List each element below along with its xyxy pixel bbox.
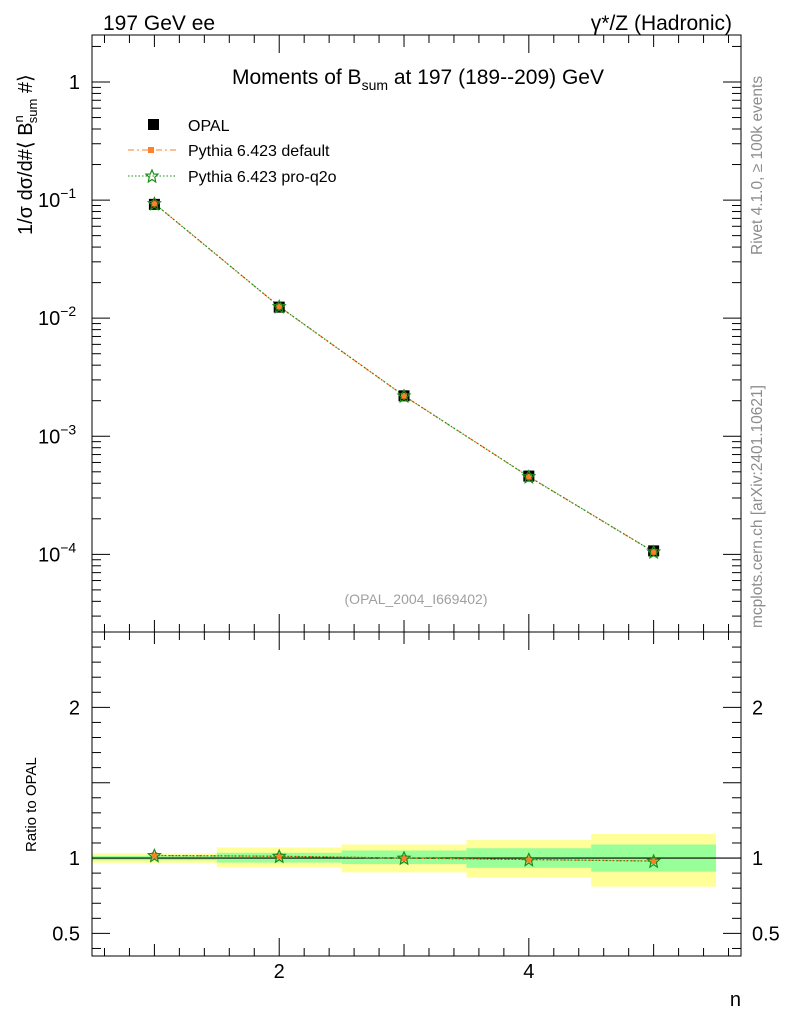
x-axis-label: n [730,989,741,1011]
mcplots-label: mcplots.cern.ch [arXiv:2401.10621] [749,385,766,628]
data-point-proq2o [271,299,287,314]
data-point-default [650,548,657,555]
ratio-point-default [401,855,408,862]
y-tick-label: 10−4 [38,539,76,566]
y-tick-label: 10−1 [38,185,76,212]
ratio-point-proq2o [396,850,412,866]
ratio-point-proq2o [271,848,287,864]
analysis-watermark: (OPAL_2004_I669402) [345,591,488,607]
series-line-proq2o [154,203,654,553]
legend-label-opal: OPAL [188,118,230,135]
ratio-point-default [525,856,532,863]
ratio-point-default [151,852,158,859]
legend-marker-default [148,147,154,153]
legend-label-default: Pythia 6.423 default [188,143,330,160]
data-point-proq2o [646,544,662,560]
y-tick-label: 10−3 [38,421,76,448]
ratio-point-proq2o [646,853,662,869]
ratio-y-tick-label-right: 2 [752,697,763,719]
y-tick-label: 1 [69,72,80,94]
data-point-proq2o [521,469,537,484]
main-title: Moments of Bsum at 197 (189--209) GeV [232,66,604,93]
ratio-y-tick-label-left: 1 [69,848,80,870]
ratio-point-proq2o [521,852,537,867]
header-right: γ*/Z (Hadronic) [591,12,732,35]
ratio-ylabel: Ratio to OPAL [23,757,40,852]
rivet-label: Rivet 4.1.0, ≥ 100k events [749,76,766,255]
main-plot: 1 10−1 10−2 10−3 10−4 [38,34,742,633]
ratio-point-default [650,858,657,865]
legend: OPAL Pythia 6.423 default Pythia 6.423 p… [128,118,337,186]
legend-marker-opal [148,119,159,130]
main-ylabel: 1/σ dσ/d#⟨ Bnsum #⟩ [11,74,40,235]
ratio-point-proq2o [146,848,162,863]
ratio-y-tick-label-left: 2 [69,697,80,719]
data-point-default [525,473,532,480]
data-point-default [276,303,283,310]
header-left: 197 GeV ee [103,12,215,35]
ratio-line-default [154,854,654,862]
ratio-frame [91,631,742,957]
legend-marker-proq2o [144,168,160,184]
ratio-y-tick-label-right: 1 [752,848,763,870]
ratio-y-tick-label-left: 0.5 [52,923,80,945]
y-tick-label: 10−2 [38,303,76,330]
ratio-y-tick-label-right: 0.5 [752,923,780,945]
x-tick-label: 4 [523,961,534,983]
legend-label-proq2o: Pythia 6.423 pro-q2o [188,169,337,186]
ratio-point-default [276,853,283,860]
data-point-proq2o [396,388,412,404]
ratio-plot: 2 2 1 1 0.5 0.5 2 4 [52,631,780,983]
data-point-proq2o [146,196,162,211]
data-point-default [401,392,408,399]
data-point-default [151,200,158,207]
x-tick-label: 2 [274,961,285,983]
series-line-default [154,203,654,553]
